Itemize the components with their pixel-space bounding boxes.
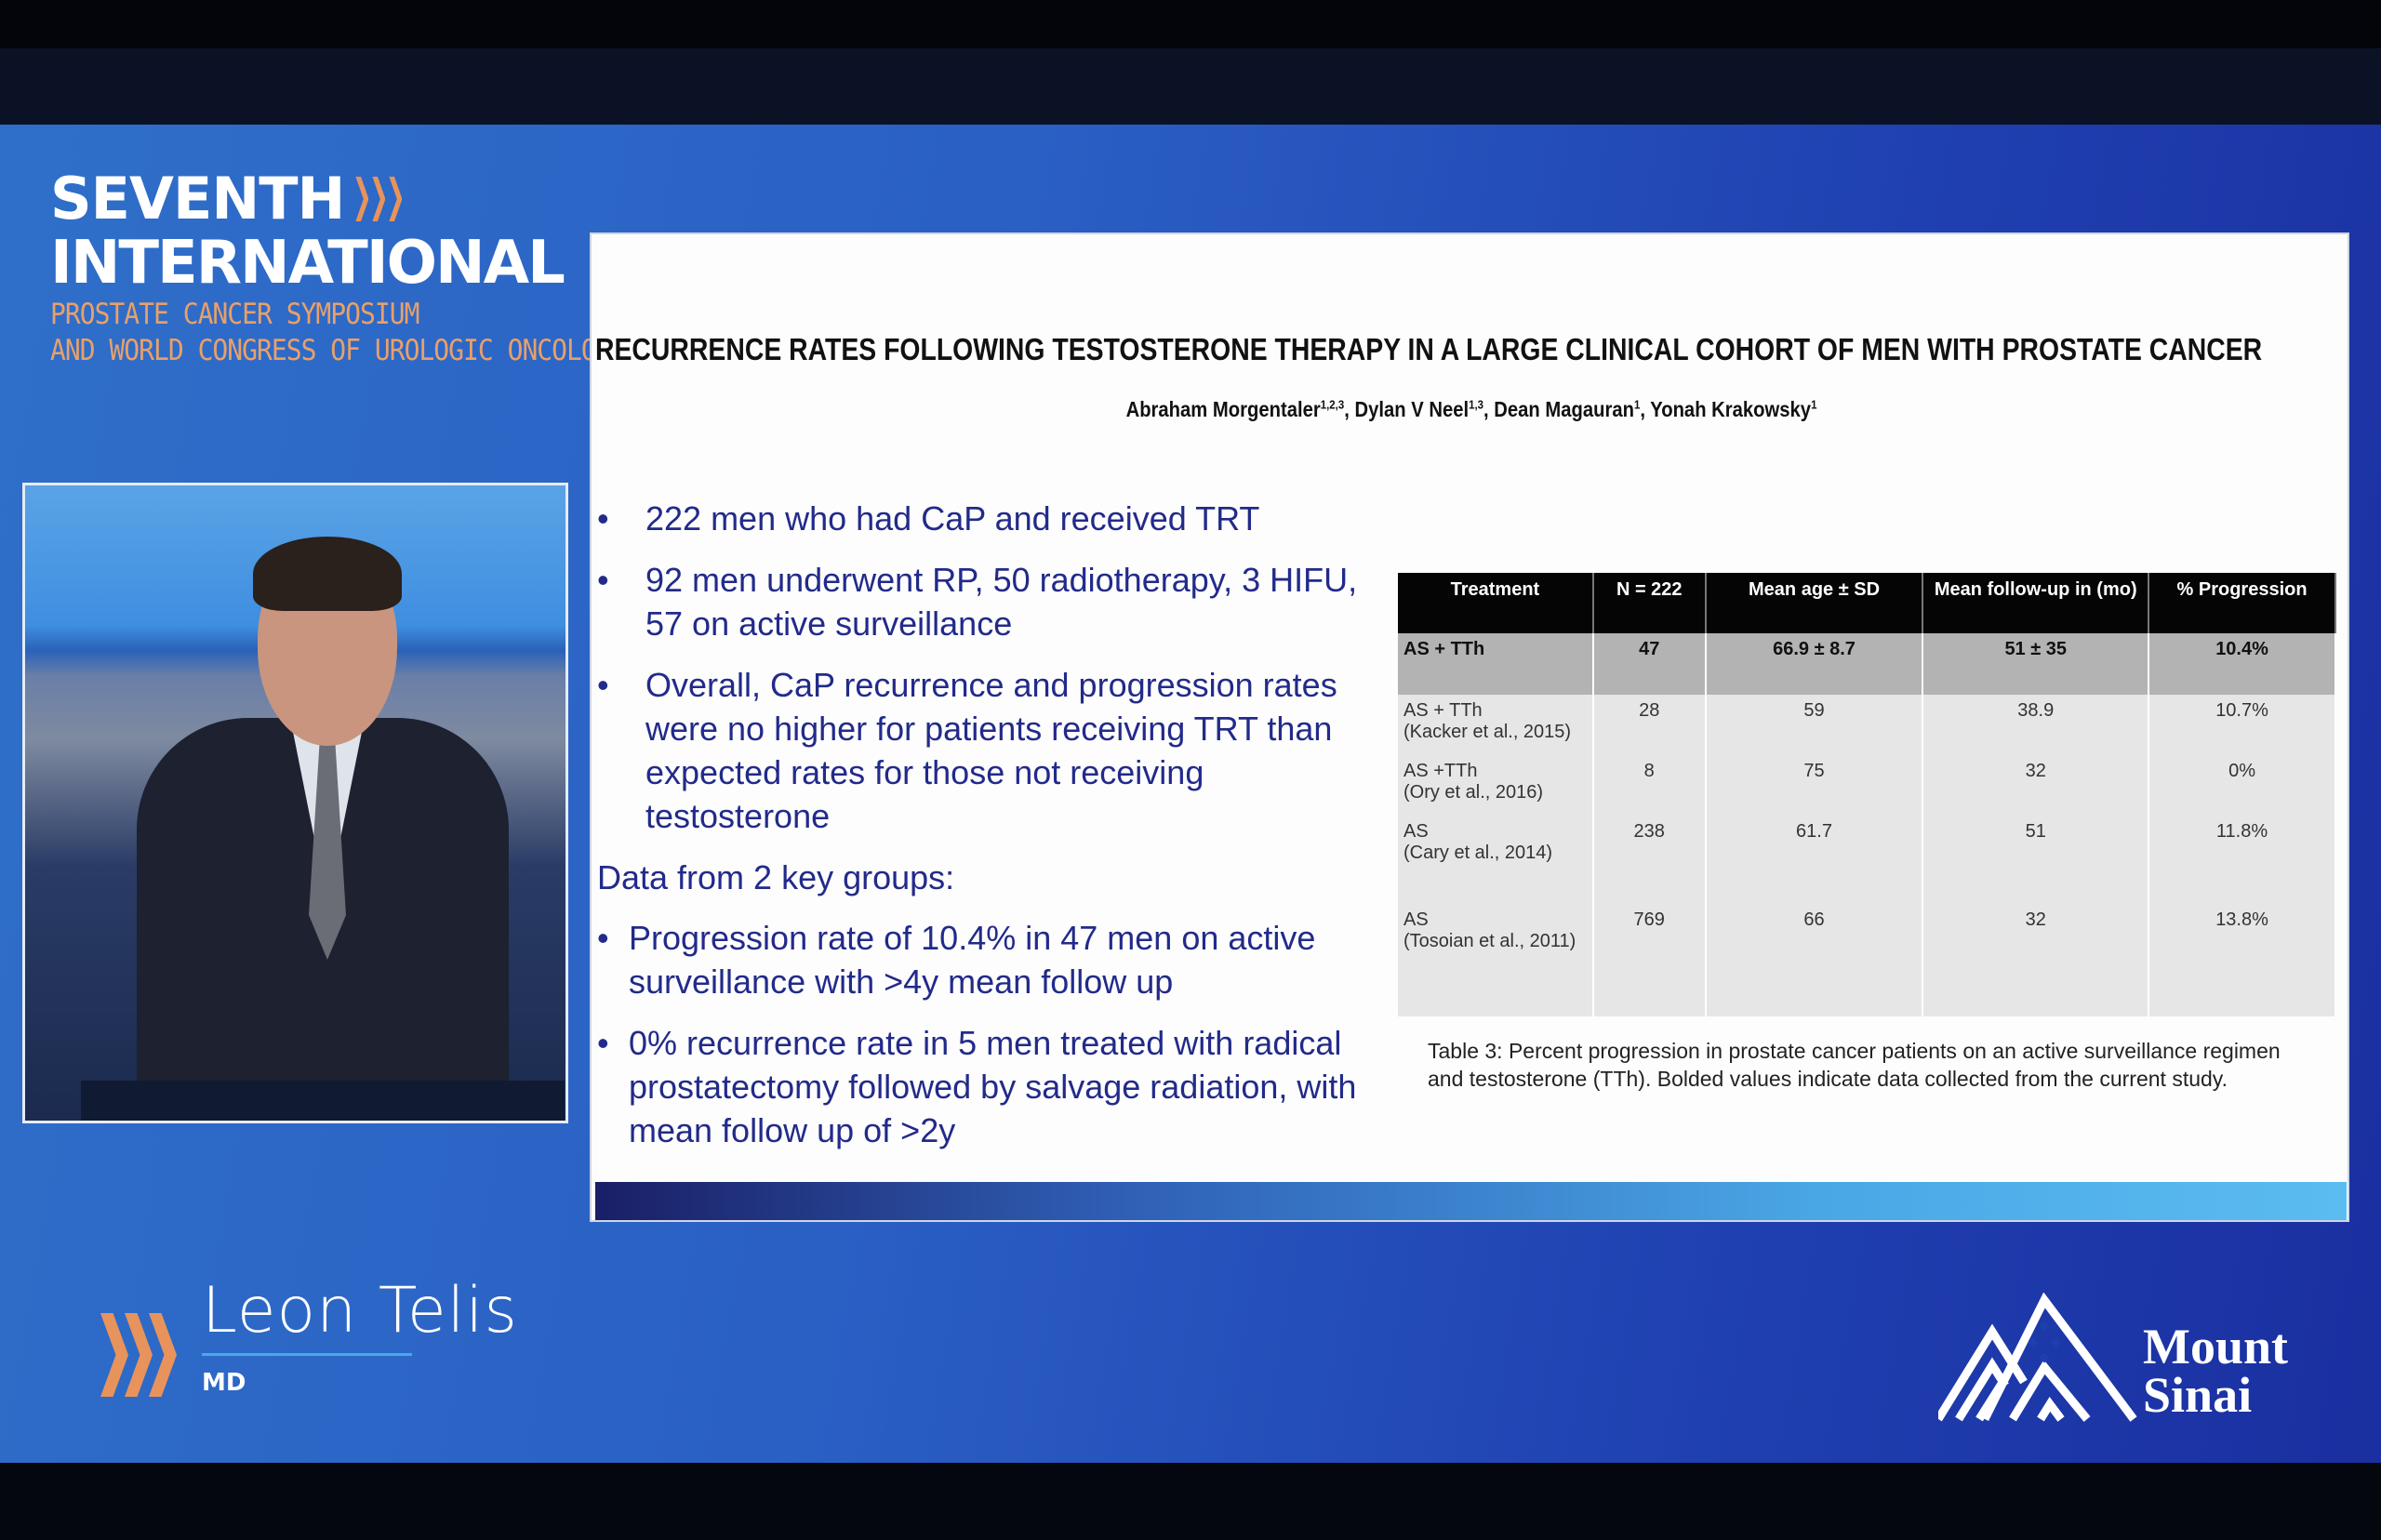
cell-treatment: AS (Cary et al., 2014): [1398, 816, 1594, 904]
column-header: % Progression: [2148, 573, 2336, 633]
logo-word: Mount: [2143, 1319, 2289, 1374]
cell-followup: 38.9: [1922, 695, 2150, 755]
column-header: Treatment: [1398, 573, 1594, 633]
table-row: AS + TTh (Kacker et al., 2015) 28 59 38.9 10.…: [1398, 695, 2336, 755]
table-header-row: Treatment N = 222 Mean age ± SD Mean fol…: [1398, 573, 2336, 633]
bullet-icon: •: [597, 499, 609, 538]
bullet-text: 222 men who had CaP and received TRT: [645, 499, 1260, 538]
logo-line1: SEVENTH: [50, 165, 345, 232]
bullet-icon: •: [597, 666, 609, 704]
bullet-text: Progression rate of 10.4% in 47 men on a…: [629, 919, 1316, 1001]
table-row: AS +TTh (Ory et al., 2016) 8 75 32 0%: [1398, 755, 2336, 816]
speaker-name: Leon Telis: [202, 1274, 518, 1348]
event-logo: SEVENTH INTERNATIONAL PROSTATE CANCER SY…: [50, 165, 626, 368]
speaker-credential: MD: [202, 1369, 246, 1397]
cell-progression: 0%: [2148, 755, 2336, 816]
cell-treatment: AS (Tosoian et al., 2011): [1398, 904, 1594, 1016]
bullet-item: • 92 men underwent RP, 50 radiotherapy, 3…: [597, 558, 1397, 645]
mountain-icon: [1935, 1292, 2137, 1422]
letterbox-bottom: [0, 1463, 2381, 1540]
cell-followup: 32: [1922, 755, 2150, 816]
slide-authors: Abraham Morgentaler1,2,3, Dylan V Neel1,…: [1125, 397, 1817, 421]
slide-title: RECURRENCE RATES FOLLOWING TESTOSTERONE …: [595, 332, 2263, 366]
name-divider: [202, 1353, 412, 1356]
cell-followup: 32: [1922, 904, 2150, 1016]
subheading: Data from 2 key groups:: [597, 858, 955, 896]
author: Dylan V Neel: [1354, 397, 1470, 421]
author-affiliation: 1: [1811, 397, 1817, 412]
cell-age: 75: [1705, 755, 1924, 816]
cell-followup: 51 ± 35: [1922, 633, 2150, 695]
bullet-list: • 222 men who had CaP and received TRT • 9…: [597, 497, 1397, 1170]
cell-age: 59: [1705, 695, 1924, 755]
treatment-label: AS + TTh: [1403, 700, 1483, 721]
treatment-reference: (Tosoian et al., 2011): [1403, 931, 1576, 951]
column-header: Mean age ± SD: [1705, 573, 1924, 633]
author: Dean Magauran: [1494, 397, 1634, 421]
speaker-hair: [253, 537, 402, 611]
speaker-video: [22, 483, 568, 1123]
bullet-item: • 222 men who had CaP and received TRT: [597, 497, 1397, 540]
treatment-label: AS +TTh: [1403, 761, 1478, 781]
cell-age: 61.7: [1705, 816, 1924, 904]
author-affiliation: 1,2,3: [1320, 397, 1345, 412]
letterbox-top: [0, 0, 2381, 48]
bullet-icon: •: [597, 919, 609, 957]
table-row: AS + TTh 47 66.9 ± 8.7 51 ± 35 10.4%: [1398, 633, 2336, 695]
author-affiliation: 1,3: [1469, 397, 1483, 412]
chevrons-icon: [355, 177, 406, 221]
logo-word: Sinai: [2143, 1367, 2253, 1423]
treatment-reference: (Ory et al., 2016): [1403, 782, 1544, 803]
cell-treatment: AS + TTh (Kacker et al., 2015): [1398, 695, 1594, 755]
treatment-reference: (Cary et al., 2014): [1403, 843, 1553, 863]
logo-line3: PROSTATE CANCER SYMPOSIUM: [50, 297, 419, 331]
slide-footer-bar: [595, 1182, 2347, 1220]
column-header: N = 222: [1592, 573, 1707, 633]
cell-n: 769: [1592, 904, 1707, 1016]
cell-progression: 11.8%: [2148, 816, 2336, 904]
cell-age: 66: [1705, 904, 1924, 1016]
treatment-reference: (Kacker et al., 2015): [1403, 722, 1572, 742]
cell-n: 8: [1592, 755, 1707, 816]
author: Yonah Krakowsky: [1650, 397, 1812, 421]
sub-bullet-item: • Progression rate of 10.4% in 47 men on …: [597, 916, 1397, 1003]
bullet-icon: •: [597, 561, 609, 599]
cell-n: 47: [1592, 633, 1707, 695]
cell-age: 66.9 ± 8.7: [1705, 633, 1924, 695]
podium: [81, 1081, 565, 1121]
bullet-item: • Overall, CaP recurrence and progression…: [597, 663, 1397, 838]
sub-bullet-item: • 0% recurrence rate in 5 men treated wit…: [597, 1021, 1397, 1152]
cell-treatment: AS +TTh (Ory et al., 2016): [1398, 755, 1594, 816]
bullet-icon: •: [597, 1024, 609, 1062]
cell-treatment: AS + TTh: [1398, 633, 1594, 695]
logo-line4: AND WORLD CONGRESS OF UROLOGIC ONCOLOGY: [50, 333, 626, 367]
cell-followup: 51: [1922, 816, 2150, 904]
author: Abraham Morgentaler: [1125, 397, 1321, 421]
cell-progression: 13.8%: [2148, 904, 2336, 1016]
cell-progression: 10.4%: [2148, 633, 2336, 695]
table-caption: Table 3: Percent progression in prostate…: [1428, 1039, 2281, 1091]
logo-line2: INTERNATIONAL: [50, 229, 565, 298]
cell-n: 238: [1592, 816, 1707, 904]
bullet-text: 92 men underwent RP, 50 radiotherapy, 3 …: [645, 561, 1358, 643]
author-affiliation: 1: [1633, 397, 1641, 412]
column-header: Mean follow-up in (mo): [1922, 573, 2150, 633]
bullet-text: 0% recurrence rate in 5 men treated with…: [629, 1024, 1357, 1149]
table-row: AS (Tosoian et al., 2011) 769 66 32 13.8%: [1398, 904, 2336, 1016]
cell-progression: 10.7%: [2148, 695, 2336, 755]
treatment-label: AS: [1403, 821, 1429, 842]
cell-n: 28: [1592, 695, 1707, 755]
results-table: Treatment N = 222 Mean age ± SD Mean fol…: [1398, 573, 2336, 1016]
table-row: AS (Cary et al., 2014) 238 61.7 51 11.8%: [1398, 816, 2336, 904]
presentation-slide: RECURRENCE RATES FOLLOWING TESTOSTERONE …: [590, 232, 2349, 1222]
treatment-label: AS + TTh: [1403, 639, 1485, 659]
treatment-label: AS: [1403, 909, 1429, 930]
mount-sinai-logo: Mount Sinai: [1935, 1292, 2329, 1423]
bullet-text: Overall, CaP recurrence and progression …: [645, 666, 1337, 835]
top-band: [0, 48, 2381, 125]
chevrons-icon: [100, 1313, 177, 1397]
